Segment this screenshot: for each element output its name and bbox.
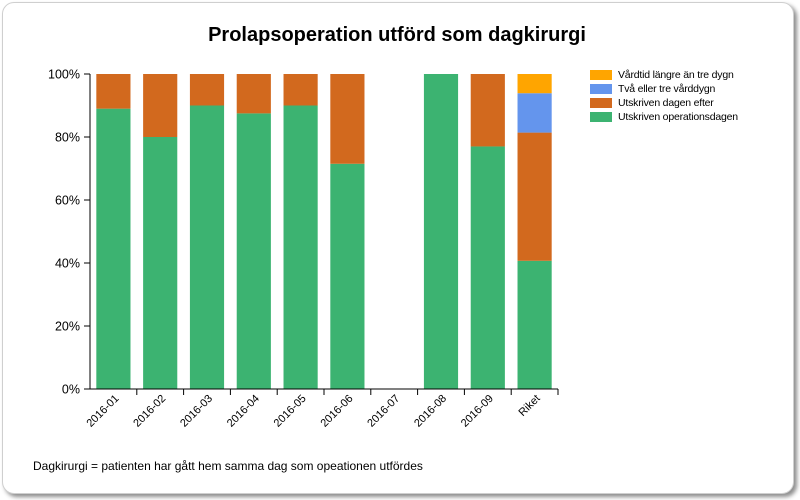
y-tick-label: 0% [62, 383, 80, 397]
chart-title: Prolapsoperation utförd som dagkirurgi [208, 24, 586, 46]
y-tick-label: 20% [55, 320, 80, 334]
y-tick-label: 40% [55, 257, 80, 271]
bar-Riket-series-1 [517, 132, 552, 261]
bar-2016-08-series-0 [423, 74, 459, 389]
bar-Riket-series-2 [517, 93, 552, 133]
legend-label: Utskriven operationsdagen [618, 111, 738, 123]
legend-item: Utskriven dagen efter [590, 96, 738, 110]
chart-footnote: Dagkirurgi = patienten har gått hem samm… [33, 459, 423, 473]
legend-swatch [590, 70, 612, 80]
chart-frame [2, 2, 794, 494]
bar-2016-01-series-1 [96, 74, 131, 109]
x-tick-label: 2016-04 [225, 393, 262, 430]
bar-2016-01-series-0 [96, 108, 131, 390]
legend-swatch [590, 98, 612, 108]
bar-2016-06-series-0 [330, 163, 365, 389]
y-tick-label: 60% [55, 194, 80, 208]
bar-2016-05-series-1 [283, 74, 318, 106]
x-tick-label: 2016-01 [84, 393, 121, 430]
legend-item: Två eller tre vårddygn [590, 82, 738, 96]
bar-2016-05-series-0 [283, 105, 318, 389]
x-tick-label: Riket [517, 393, 543, 419]
bar-2016-04-series-1 [236, 74, 271, 114]
legend-label: Två eller tre vårddygn [618, 83, 716, 95]
x-tick-label: 2016-03 [178, 393, 215, 430]
legend-swatch [590, 112, 612, 122]
x-tick-label: 2016-07 [365, 393, 402, 430]
x-tick-label: 2016-08 [412, 393, 449, 430]
legend-swatch [590, 84, 612, 94]
bar-2016-09-series-0 [470, 146, 505, 389]
x-tick-label: 2016-02 [131, 393, 168, 430]
legend-item: Vårdtid längre än tre dygn [590, 68, 738, 82]
legend-label: Utskriven dagen efter [618, 97, 714, 109]
bar-2016-06-series-1 [330, 74, 365, 164]
bar-2016-09-series-1 [470, 74, 505, 147]
x-tick-label: 2016-06 [318, 393, 355, 430]
chart-legend: Vårdtid längre än tre dygn Två eller tre … [590, 68, 738, 124]
bar-2016-03-series-1 [189, 74, 225, 106]
bar-2016-04-series-0 [236, 113, 271, 389]
bar-2016-02-series-1 [143, 74, 178, 137]
bar-2016-02-series-0 [143, 137, 178, 389]
y-tick-label: 80% [55, 131, 80, 145]
x-tick-label: 2016-05 [272, 393, 309, 430]
bar-Riket-series-0 [517, 260, 552, 389]
legend-label: Vårdtid längre än tre dygn [618, 69, 734, 81]
x-tick-label: 2016-09 [459, 393, 496, 430]
y-tick-label: 100% [48, 68, 80, 82]
bar-2016-03-series-0 [189, 105, 225, 389]
legend-item: Utskriven operationsdagen [590, 110, 738, 124]
bar-Riket-series-3 [517, 74, 552, 94]
